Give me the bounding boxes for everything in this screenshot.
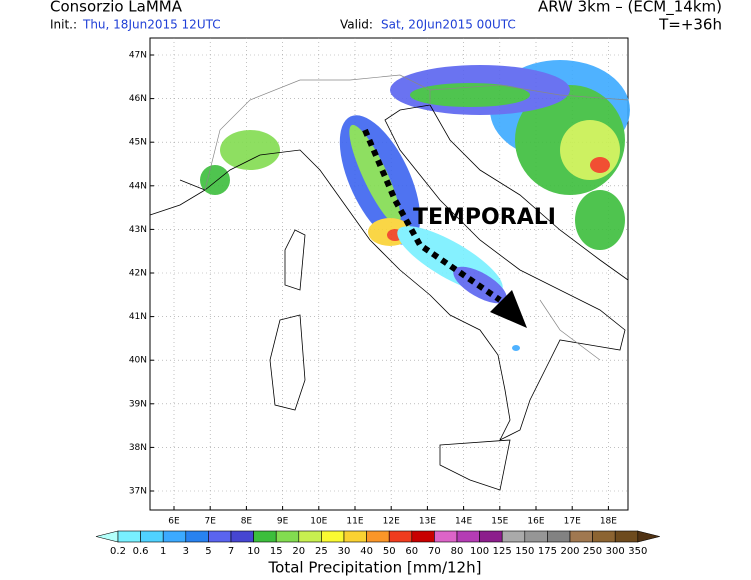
colorbar-box — [321, 530, 345, 543]
lat-label: 39N — [129, 399, 147, 409]
valid-label: Valid: — [340, 18, 373, 32]
lon-label: 12E — [383, 517, 400, 527]
colorbar-box — [140, 530, 164, 543]
graticule — [150, 38, 628, 510]
colorbar-box — [569, 530, 593, 543]
colorbar-label: 350 — [628, 546, 647, 557]
colorbar-box — [275, 530, 300, 543]
lat-label: 45N — [129, 138, 147, 148]
colorbar-label: 175 — [538, 546, 557, 557]
colorbar-box — [524, 530, 548, 543]
colorbar-box — [230, 530, 254, 543]
colorbar-label: 40 — [360, 546, 373, 557]
storm-arrow — [362, 128, 527, 328]
colorbar: 0.2 0.6 1 3 5 7 10 15 20 25 30 40 50 60 70 80 100 125 150 1… — [95, 530, 660, 557]
colorbar-box — [388, 530, 413, 543]
colorbar-box — [162, 530, 187, 543]
lon-label: 10E — [310, 517, 327, 527]
map: TEMPORALI 47N 46N 45N 44N 43N 42N 41N 40N 39N 38N… — [129, 37, 630, 527]
colorbar-label: 20 — [292, 546, 305, 557]
lon-label: 16E — [527, 517, 544, 527]
init-label: Init.: — [50, 18, 77, 32]
colorbar-box — [208, 530, 232, 543]
lat-label: 37N — [129, 487, 147, 497]
lon-label: 7E — [204, 517, 216, 527]
init-value: Thu, 18Jun2015 12UTC — [82, 18, 221, 32]
colorbar-label: 30 — [338, 546, 351, 557]
colorbar-label: 50 — [383, 546, 396, 557]
valid-value: Sat, 20Jun2015 00UTC — [381, 18, 516, 32]
colorbar-box — [411, 530, 435, 543]
lon-label: 6E — [168, 517, 180, 527]
lat-label: 38N — [129, 443, 147, 453]
colorbar-box — [479, 530, 503, 543]
lon-label: 14E — [455, 517, 472, 527]
colorbar-label: 0.6 — [133, 546, 149, 557]
colorbar-label: 70 — [428, 546, 441, 557]
colorbar-label: 100 — [470, 546, 489, 557]
colorbar-label: 80 — [451, 546, 464, 557]
lat-label: 47N — [129, 51, 147, 61]
colorbar-label: 10 — [247, 546, 260, 557]
colorbar-box — [547, 530, 571, 543]
lat-label: 42N — [129, 269, 147, 279]
colorbar-label: 60 — [405, 546, 418, 557]
lon-label: 13E — [419, 517, 436, 527]
colorbar-box — [366, 530, 390, 543]
lon-label: 8E — [241, 517, 253, 527]
annotation: TEMPORALI — [413, 205, 556, 230]
colorbar-label: 200 — [560, 546, 579, 557]
borders — [204, 74, 629, 361]
lead-time: T=+36h — [658, 16, 722, 34]
colorbar-label: 3 — [183, 546, 189, 557]
colorbar-box — [456, 530, 480, 543]
lon-label: 9E — [277, 517, 289, 527]
colorbar-box — [185, 530, 209, 543]
lat-label: 40N — [129, 356, 147, 366]
colorbar-label: 250 — [583, 546, 602, 557]
colorbar-box — [253, 530, 277, 543]
colorbar-box — [343, 530, 367, 543]
colorbar-under — [95, 530, 119, 543]
colorbar-title: Total Precipitation [mm/12h] — [268, 559, 482, 577]
lon-label: 17E — [564, 517, 581, 527]
colorbar-label: 300 — [606, 546, 625, 557]
colorbar-box — [592, 530, 616, 543]
colorbar-box — [614, 530, 639, 543]
model-title: ARW 3km – (ECM_14km) — [538, 0, 722, 17]
coastlines — [149, 104, 629, 491]
lat-label: 46N — [129, 94, 147, 104]
org-title: Consorzio LaMMA — [50, 0, 183, 16]
colorbar-label: 1 — [160, 546, 166, 557]
lon-label: 15E — [491, 517, 508, 527]
colorbar-label: 15 — [270, 546, 283, 557]
colorbar-label: 0.2 — [110, 546, 126, 557]
colorbar-box — [434, 530, 458, 543]
lon-label: 11E — [346, 517, 363, 527]
colorbar-label: 25 — [315, 546, 328, 557]
colorbar-box — [117, 530, 141, 543]
lat-label: 41N — [129, 312, 147, 322]
colorbar-label: 5 — [205, 546, 211, 557]
colorbar-label: 125 — [493, 546, 512, 557]
lat-label: 44N — [129, 181, 147, 191]
lon-label: 18E — [600, 517, 617, 527]
colorbar-box — [501, 530, 526, 543]
lat-label: 43N — [129, 225, 147, 235]
colorbar-over — [637, 530, 660, 543]
colorbar-box — [298, 530, 322, 543]
colorbar-label: 150 — [515, 546, 534, 557]
colorbar-label: 7 — [228, 546, 234, 557]
